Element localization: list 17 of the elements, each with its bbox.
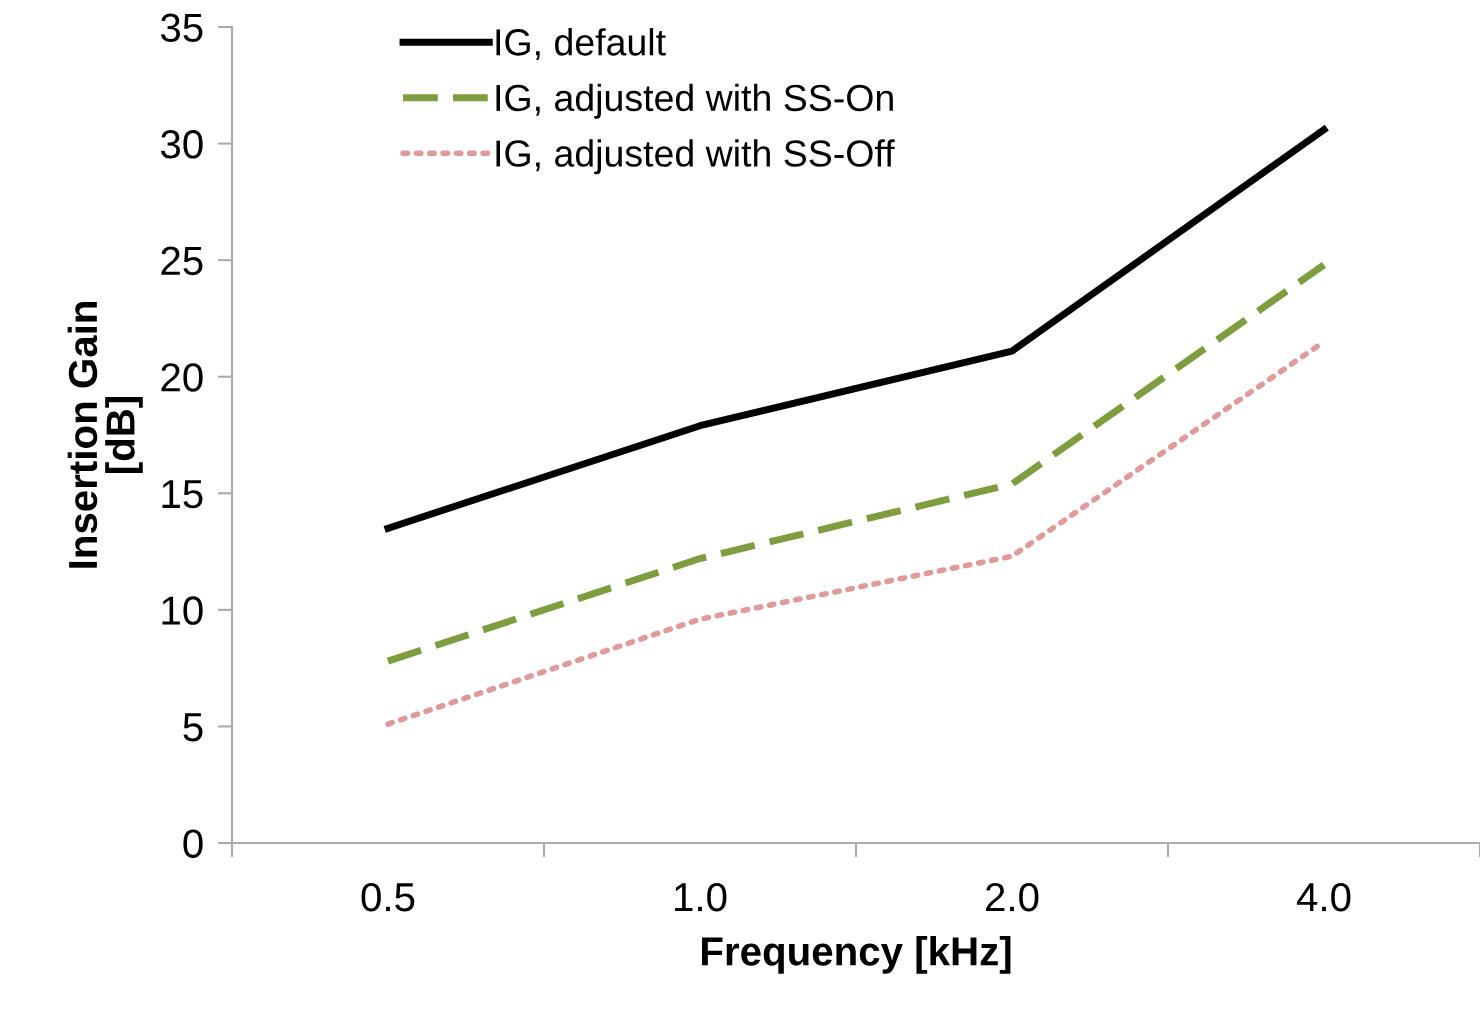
x-tick-label: 0.5: [361, 882, 415, 912]
x-tick-label: 2.0: [986, 882, 1039, 912]
y-tick-label: 35: [160, 13, 203, 42]
y-axis-title: Insertion Gain [dB]: [67, 302, 143, 568]
x-tick-label: 4.0: [1296, 882, 1351, 912]
y-tick-label: 25: [161, 246, 203, 276]
legend-label: IG, default: [496, 28, 666, 61]
y-tick-label: 0: [183, 829, 203, 858]
y-tick-label: 10: [162, 596, 203, 625]
legend-label: IG, adjusted with SS-Off: [496, 139, 895, 175]
x-axis-title: Frequency [kHz]: [702, 936, 1011, 974]
y-tick-label: 30: [160, 130, 203, 159]
y-tick-label: 20: [161, 363, 203, 392]
legend-label: IG, adjusted with SS-On: [496, 83, 893, 119]
y-tick-label: 5: [183, 713, 203, 742]
x-tick-label: 1.0: [675, 882, 727, 912]
y-tick-label: 15: [162, 480, 203, 509]
